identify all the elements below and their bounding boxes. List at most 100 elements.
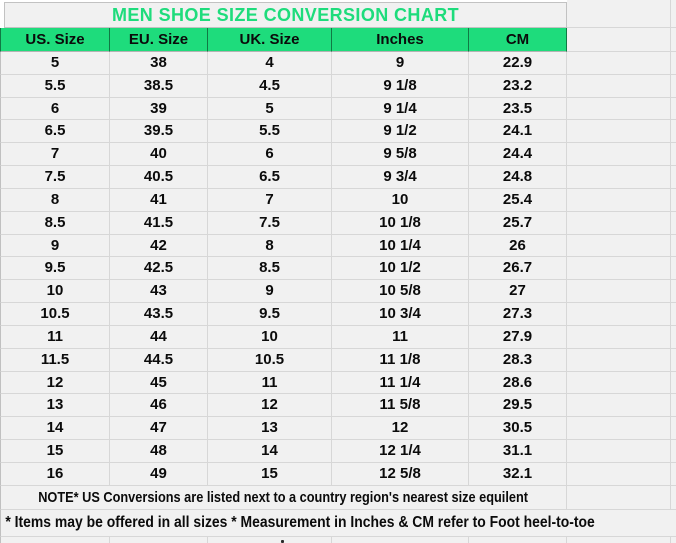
table-cell: 15 — [0, 440, 110, 463]
table-cell: 31.1 — [469, 440, 567, 463]
table-cell: 12 — [332, 417, 469, 441]
table-cell: 11 1/8 — [332, 348, 469, 372]
title-row: MEN SHOE SIZE CONVERSION CHART — [0, 0, 676, 28]
table-cell: 12 5/8 — [332, 462, 469, 486]
column-header-us-size: US. Size — [0, 28, 110, 52]
table-row: 14 47 13 12 30.5 — [0, 417, 676, 441]
table-cell: 38 — [110, 52, 208, 75]
table-cell: 40 — [110, 143, 208, 167]
table-cell: 27 — [469, 280, 567, 304]
table-row: 12 45 11 11 1/4 28.6 — [0, 371, 676, 395]
table-cell: 46 — [110, 394, 208, 418]
table-cell: 43.5 — [110, 303, 208, 326]
column-header-inches: Inches — [332, 28, 469, 52]
footnote-row: * Items may be offered in all sizes * Me… — [0, 509, 676, 537]
cut-off-row — [0, 536, 676, 543]
table-cell: 9 1/2 — [332, 120, 469, 144]
table-cell: 12 — [208, 394, 332, 418]
table-cell: 9 5/8 — [332, 143, 469, 167]
footnote-cell: * Items may be offered in all sizes * Me… — [0, 509, 676, 537]
table-cell: 10 1/8 — [332, 211, 469, 235]
empty-grid-cell — [567, 188, 676, 212]
empty-grid-cell — [567, 0, 676, 28]
table-row: 10 43 9 10 5/8 27 — [0, 280, 676, 304]
empty-grid-cell — [567, 74, 676, 98]
table-cell: 27.9 — [469, 325, 567, 349]
table-cell: 13 — [0, 394, 110, 418]
footnote-text: * Items may be offered in all sizes * Me… — [5, 513, 595, 531]
column-header-eu-size: EU. Size — [110, 28, 208, 52]
table-cell: 39.5 — [110, 120, 208, 144]
table-cell: 5 — [208, 97, 332, 121]
table-cell: 41 — [110, 188, 208, 212]
table-cell: 8 — [208, 234, 332, 258]
table-cell: 12 1/4 — [332, 440, 469, 463]
table-cell: 5.5 — [208, 120, 332, 144]
table-cell: 27.3 — [469, 303, 567, 326]
table-cell: 42.5 — [110, 257, 208, 281]
empty-grid-cell — [567, 28, 676, 52]
table-cell: 9.5 — [0, 257, 110, 281]
table-cell: 38.5 — [110, 74, 208, 98]
table-cell: 14 — [0, 417, 110, 441]
table-row: 5.5 38.5 4.5 9 1/8 23.2 — [0, 74, 676, 98]
table-cell: 10 — [208, 325, 332, 349]
table-cell: 44 — [110, 325, 208, 349]
table-row: 11.5 44.5 10.5 11 1/8 28.3 — [0, 348, 676, 372]
table-cell: 13 — [208, 417, 332, 441]
table-cell: 25.7 — [469, 211, 567, 235]
empty-grid-cell — [567, 166, 676, 189]
table-row: 7.5 40.5 6.5 9 3/4 24.8 — [0, 166, 676, 189]
table-cell: 39 — [110, 97, 208, 121]
empty-grid-cell — [567, 348, 676, 372]
table-row: 9 42 8 10 1/4 26 — [0, 234, 676, 258]
table-cell — [208, 536, 332, 543]
table-cell: 6.5 — [208, 166, 332, 189]
chart-title: MEN SHOE SIZE CONVERSION CHART — [4, 2, 567, 28]
table-cell: 49 — [110, 462, 208, 486]
table-cell: 7.5 — [0, 166, 110, 189]
table-row: 6.5 39.5 5.5 9 1/2 24.1 — [0, 120, 676, 144]
table-cell — [0, 536, 110, 543]
table-cell: 7 — [208, 188, 332, 212]
table-cell: 9 — [0, 234, 110, 258]
table-cell — [469, 536, 567, 543]
table-row: 6 39 5 9 1/4 23.5 — [0, 97, 676, 121]
table-cell: 10 — [332, 188, 469, 212]
table-cell: 9 1/4 — [332, 97, 469, 121]
table-cell: 5.5 — [0, 74, 110, 98]
clipped-text-fragment — [281, 539, 284, 543]
column-header-cm: CM — [469, 28, 567, 52]
table-cell: 11 — [0, 325, 110, 349]
table-row: 11 44 10 11 27.9 — [0, 325, 676, 349]
table-cell: 24.8 — [469, 166, 567, 189]
empty-grid-cell — [567, 325, 676, 349]
empty-grid-cell — [567, 371, 676, 395]
table-cell: 16 — [0, 462, 110, 486]
empty-grid-cell — [567, 462, 676, 486]
table-cell: 11 — [208, 371, 332, 395]
table-cell: 44.5 — [110, 348, 208, 372]
note-cell: NOTE* US Conversions are listed next to … — [0, 485, 567, 510]
empty-grid-cell — [567, 417, 676, 441]
table-row: 16 49 15 12 5/8 32.1 — [0, 462, 676, 486]
table-cell: 28.6 — [469, 371, 567, 395]
table-cell: 26 — [469, 234, 567, 258]
table-cell: 11 5/8 — [332, 394, 469, 418]
table-cell: 10.5 — [0, 303, 110, 326]
table-cell: 10 3/4 — [332, 303, 469, 326]
empty-grid-cell — [567, 234, 676, 258]
empty-grid-cell — [567, 143, 676, 167]
table-cell: 11 — [332, 325, 469, 349]
table-cell: 11 1/4 — [332, 371, 469, 395]
table-cell: 10 5/8 — [332, 280, 469, 304]
column-header-uk-size: UK. Size — [208, 28, 332, 52]
note-text: NOTE* US Conversions are listed next to … — [38, 488, 529, 506]
note-row: NOTE* US Conversions are listed next to … — [0, 485, 676, 510]
table-cell: 5 — [0, 52, 110, 75]
table-row: 5 38 4 9 22.9 — [0, 52, 676, 75]
table-cell: 9 — [208, 280, 332, 304]
empty-grid-cell — [567, 52, 676, 75]
table-cell: 43 — [110, 280, 208, 304]
empty-grid-cell — [567, 120, 676, 144]
